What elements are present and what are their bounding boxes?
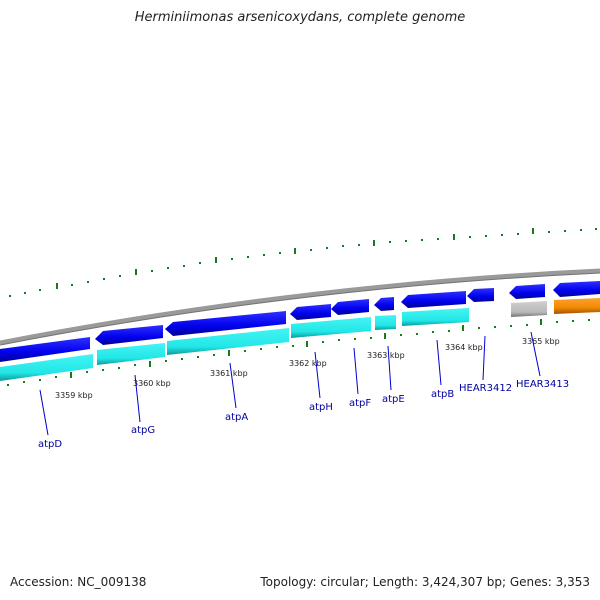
gene-name[interactable]: atpA <box>225 412 248 423</box>
gene-name[interactable]: atpD <box>38 439 62 450</box>
gene-name[interactable]: atpH <box>309 402 333 413</box>
gene-label-HEAR3413[interactable]: HEAR3413 <box>516 331 569 390</box>
scale-label: 3364 kbp <box>445 343 483 352</box>
gene-label-atpB[interactable]: atpB <box>431 339 454 400</box>
accession-text: Accession: NC_009138 <box>10 575 147 589</box>
reverse-block-orange[interactable] <box>554 298 600 314</box>
leader-line <box>482 335 486 381</box>
gene-block-atpD[interactable] <box>0 337 90 362</box>
inner-tick-ring <box>7 319 590 386</box>
genome-title: Herminiimonas arsenicoxydans, complete g… <box>134 10 466 25</box>
reverse-strand-features <box>0 298 600 381</box>
gene-name[interactable]: HEAR3413 <box>516 379 569 390</box>
gene-name[interactable]: atpG <box>131 425 155 436</box>
reverse-block-3[interactable] <box>167 328 289 355</box>
genome-summary-text: Topology: circular; Length: 3,424,307 bp… <box>260 575 590 589</box>
leader-line <box>436 339 442 386</box>
reverse-block-6[interactable] <box>402 308 469 326</box>
scale-label: 3365 kbp <box>522 337 560 346</box>
leader-line <box>134 374 141 423</box>
gene-label-atpG[interactable]: atpG <box>131 374 155 436</box>
leader-line <box>387 345 392 391</box>
gene-block-atpA[interactable] <box>165 311 286 336</box>
outer-tick-ring <box>9 228 597 297</box>
gene-block-next[interactable] <box>553 281 600 297</box>
reverse-block-2[interactable] <box>97 343 165 365</box>
genome-backbone <box>0 268 600 346</box>
gene-labels: atpD atpG atpA atpH atpF atpE atpB HEAR <box>38 331 569 450</box>
leader-line <box>314 351 321 399</box>
reverse-block-1[interactable] <box>0 354 93 381</box>
gene-block-HEAR3413[interactable] <box>509 284 545 299</box>
gene-block-atpG[interactable] <box>95 325 163 345</box>
gene-block-atpE[interactable] <box>374 297 394 311</box>
forward-strand-features <box>0 281 600 362</box>
scale-label: 3362 kbp <box>289 359 327 368</box>
gene-block-HEAR3412[interactable] <box>467 288 494 302</box>
scale-label: 3359 kbp <box>55 391 93 400</box>
leader-line <box>229 362 237 409</box>
reverse-block-5[interactable] <box>375 315 396 330</box>
gene-label-HEAR3412[interactable]: HEAR3412 <box>459 335 512 394</box>
leader-line <box>530 331 541 377</box>
gene-label-atpF[interactable]: atpF <box>349 347 371 409</box>
reverse-block-grey[interactable] <box>511 301 547 317</box>
reverse-block-4[interactable] <box>291 317 371 338</box>
scale-label: 3361 kbp <box>210 369 248 378</box>
gene-name[interactable]: atpB <box>431 389 454 400</box>
gene-name[interactable]: atpF <box>349 398 371 409</box>
leader-line <box>353 347 359 395</box>
scale-labels: 3359 kbp 3360 kbp 3361 kbp 3362 kbp 3363… <box>55 337 560 400</box>
scale-label: 3363 kbp <box>367 351 405 360</box>
gene-label-atpE[interactable]: atpE <box>382 345 405 405</box>
scale-label: 3360 kbp <box>133 379 171 388</box>
gene-label-atpA[interactable]: atpA <box>225 362 248 423</box>
gene-block-atpF[interactable] <box>331 299 369 315</box>
gene-block-atpB[interactable] <box>401 291 466 308</box>
gene-name[interactable]: HEAR3412 <box>459 383 512 394</box>
gene-label-atpD[interactable]: atpD <box>38 389 62 450</box>
gene-label-atpH[interactable]: atpH <box>309 351 333 413</box>
leader-line <box>39 389 49 436</box>
gene-name[interactable]: atpE <box>382 394 405 405</box>
gene-block-atpH[interactable] <box>290 304 331 320</box>
